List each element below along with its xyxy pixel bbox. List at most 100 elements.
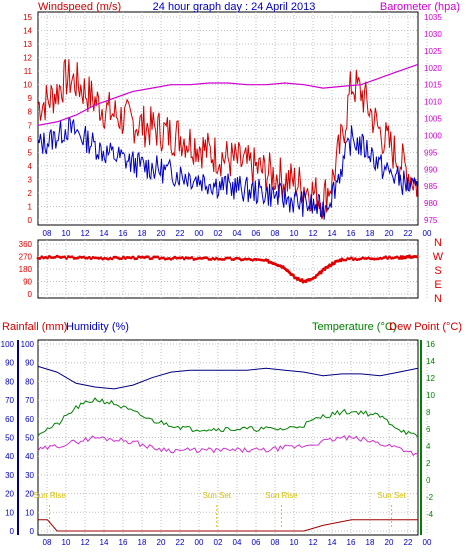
rainfall-tick-label: 10 xyxy=(5,508,14,517)
wind-tick-label: 3 xyxy=(28,175,33,184)
temperature-x-tick-label: 22 xyxy=(404,538,413,547)
wind-tick-label: 7 xyxy=(28,121,33,130)
temperature-tick-label: 10 xyxy=(426,391,435,400)
wind-x-tick-label: 20 xyxy=(385,229,394,238)
humidity-axis-label: Humidity (%) xyxy=(66,321,129,333)
direction-point xyxy=(395,255,399,259)
temperature-x-tick-label: 10 xyxy=(62,538,71,547)
direction-tick-label: 180 xyxy=(19,265,33,274)
rainfall-tick-label: 40 xyxy=(5,452,14,461)
compass-letter: S xyxy=(434,265,441,277)
temperature-x-tick-label: 18 xyxy=(366,538,375,547)
humidity-tick-label: 100 xyxy=(21,340,35,349)
direction-point xyxy=(292,274,295,277)
temperature-x-tick-label: 16 xyxy=(119,538,128,547)
wind-x-tick-label: 22 xyxy=(176,229,185,238)
wind-plot-frame xyxy=(37,11,419,226)
direction-point xyxy=(150,257,154,260)
rainfall-tick-label: 100 xyxy=(1,340,15,349)
dewpoint-axis-label: Dew Point (°C) xyxy=(389,321,462,333)
temperature-x-tick-label: 16 xyxy=(347,538,356,547)
wind-tick-label: 5 xyxy=(28,148,33,157)
temperature-tick-label: 16 xyxy=(426,340,435,349)
wind-tick-label: 0 xyxy=(28,216,33,225)
dewpoint-line xyxy=(37,435,419,457)
temperature-x-tick-label: 00 xyxy=(195,538,204,547)
wind-x-tick-label: 14 xyxy=(100,229,109,238)
temperature-x-tick-label: 08 xyxy=(271,538,280,547)
rainfall-tick-label: 60 xyxy=(5,415,14,424)
temperature-tick-label: -4 xyxy=(426,510,434,519)
temperature-x-tick-label: 14 xyxy=(100,538,109,547)
direction-point xyxy=(38,257,42,260)
direction-point xyxy=(135,257,139,261)
temperature-x-tick-label: 00 xyxy=(423,538,432,547)
barometer-axis-label: Barometer (hpa) xyxy=(380,1,460,13)
direction-point xyxy=(131,255,135,259)
wind-tick-label: 12 xyxy=(23,54,32,63)
rainfall-tick-label: 0 xyxy=(10,527,15,536)
barometer-tick-label: 985 xyxy=(424,182,438,191)
rainfall-tick-label: 80 xyxy=(5,377,14,386)
rainfall-tick-label: 30 xyxy=(5,471,14,480)
wind-tick-label: 10 xyxy=(23,81,32,90)
compass-letter: N xyxy=(434,293,442,305)
temperature-tick-label: 14 xyxy=(426,357,435,366)
temperature-tick-label: 6 xyxy=(426,425,431,434)
temperature-x-tick-label: 22 xyxy=(176,538,185,547)
wind-tick-label: 1 xyxy=(28,202,33,211)
wind-x-tick-label: 12 xyxy=(309,229,318,238)
direction-point xyxy=(266,258,270,262)
wind-tick-label: 15 xyxy=(23,13,32,22)
direction-tick-label: 90 xyxy=(23,278,32,287)
wind-tick-label: 6 xyxy=(28,135,33,144)
humidity-tick-label: 40 xyxy=(25,452,34,461)
wind-x-tick-label: 10 xyxy=(290,229,299,238)
wind-average-line xyxy=(37,116,419,220)
sun-event-label: Sun Rise xyxy=(265,491,298,500)
wind-x-tick-label: 00 xyxy=(195,229,204,238)
temperature-tick-label: 12 xyxy=(426,374,435,383)
wind-x-tick-label: 00 xyxy=(423,229,432,238)
wind-x-tick-label: 04 xyxy=(233,229,242,238)
rainfall-tick-label: 20 xyxy=(5,490,14,499)
barometer-tick-label: 1025 xyxy=(424,47,442,56)
wind-x-tick-label: 16 xyxy=(347,229,356,238)
humidity-tick-label: 70 xyxy=(25,396,34,405)
humidity-tick-label: 80 xyxy=(25,377,34,386)
graph-title: 24 hour graph day : 24 April 2013 xyxy=(153,1,316,13)
temperature-tick-label: 0 xyxy=(426,476,431,485)
compass-letter: N xyxy=(434,237,442,249)
rainfall-tick-label: 50 xyxy=(5,434,14,443)
barometer-tick-label: 1005 xyxy=(424,115,442,124)
rainfall-tick-label: 70 xyxy=(5,396,14,405)
wind-x-tick-label: 08 xyxy=(271,229,280,238)
wind-tick-label: 2 xyxy=(28,189,33,198)
humidity-tick-label: 20 xyxy=(25,490,34,499)
barometer-tick-label: 1015 xyxy=(424,81,442,90)
temperature-tick-label: 4 xyxy=(426,442,431,451)
direction-point xyxy=(205,256,209,260)
sun-event-label: Sun Set xyxy=(203,491,232,500)
wind-tick-label: 8 xyxy=(28,108,33,117)
barometer-tick-label: 980 xyxy=(424,199,438,208)
wind-tick-label: 13 xyxy=(23,40,32,49)
wind-tick-label: 14 xyxy=(23,27,32,36)
barometer-tick-label: 990 xyxy=(424,165,438,174)
barometer-tick-label: 1030 xyxy=(424,30,442,39)
direction-point xyxy=(344,258,348,262)
direction-point xyxy=(70,255,74,259)
wind-gust-line xyxy=(37,59,419,220)
direction-tick-label: 270 xyxy=(19,253,33,262)
wind-tick-label: 4 xyxy=(28,162,33,171)
temperature-line xyxy=(37,397,419,438)
direction-point xyxy=(65,257,68,260)
temperature-x-tick-label: 18 xyxy=(138,538,147,547)
wind-axis-label: Windspeed (m/s) xyxy=(38,1,121,13)
direction-point xyxy=(300,278,304,281)
humidity-tick-label: 90 xyxy=(25,359,34,368)
rainfall-line xyxy=(38,519,418,532)
humidity-tick-label: 0 xyxy=(30,527,35,536)
temperature-x-tick-label: 08 xyxy=(43,538,52,547)
